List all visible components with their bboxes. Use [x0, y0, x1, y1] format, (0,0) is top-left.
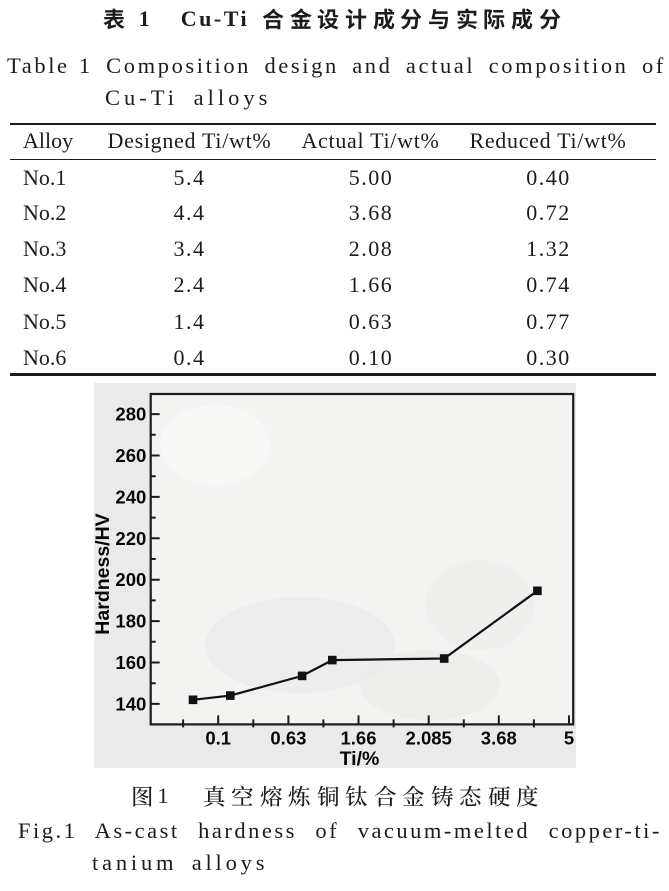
- svg-text:2.085: 2.085: [406, 728, 452, 749]
- svg-text:1.66: 1.66: [340, 728, 376, 749]
- svg-text:160: 160: [115, 652, 146, 673]
- svg-text:180: 180: [115, 611, 146, 632]
- svg-text:140: 140: [115, 693, 146, 714]
- svg-text:Ti/%: Ti/%: [340, 748, 380, 768]
- svg-text:200: 200: [115, 569, 146, 590]
- svg-text:260: 260: [115, 445, 146, 466]
- svg-text:5: 5: [564, 728, 574, 749]
- svg-text:240: 240: [115, 486, 146, 507]
- svg-text:3.68: 3.68: [481, 728, 517, 749]
- svg-text:280: 280: [115, 404, 146, 425]
- svg-text:Hardness/HV: Hardness/HV: [92, 513, 114, 634]
- svg-text:0.1: 0.1: [205, 728, 231, 749]
- svg-text:220: 220: [115, 528, 146, 549]
- svg-text:0.63: 0.63: [270, 728, 306, 749]
